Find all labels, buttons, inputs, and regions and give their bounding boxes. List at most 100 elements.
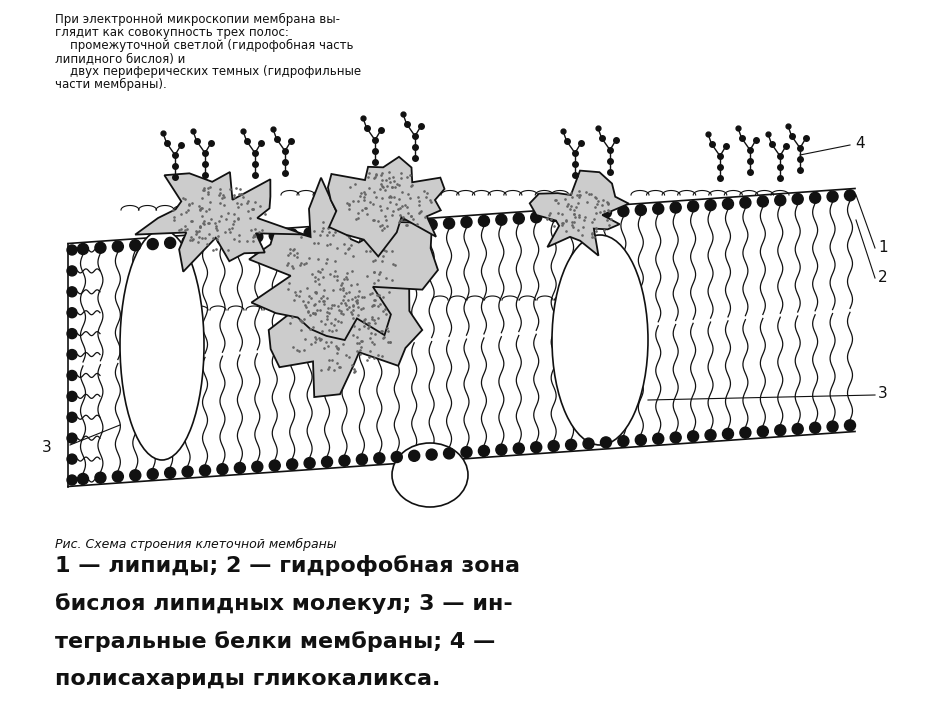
Text: 3: 3 [42, 439, 52, 455]
Text: Рис. Схема строения клеточной мембраны: Рис. Схема строения клеточной мембраны [55, 538, 337, 551]
Circle shape [566, 209, 576, 221]
Circle shape [775, 195, 786, 206]
Ellipse shape [552, 235, 648, 445]
Polygon shape [135, 172, 304, 271]
Polygon shape [269, 264, 422, 397]
Circle shape [339, 225, 350, 236]
Circle shape [339, 455, 350, 466]
Circle shape [688, 431, 698, 442]
Circle shape [444, 218, 455, 229]
Text: 1: 1 [878, 240, 887, 255]
Circle shape [67, 245, 77, 255]
Circle shape [305, 458, 315, 469]
Circle shape [601, 437, 611, 448]
Circle shape [113, 471, 123, 482]
Circle shape [321, 456, 333, 467]
Circle shape [287, 459, 298, 470]
Circle shape [844, 190, 855, 201]
Circle shape [792, 193, 803, 204]
Circle shape [391, 221, 402, 233]
Circle shape [374, 453, 384, 464]
Circle shape [252, 231, 263, 243]
Circle shape [67, 475, 77, 485]
Text: При электронной микроскопии мембрана вы-: При электронной микроскопии мембрана вы- [55, 13, 340, 26]
Circle shape [217, 233, 228, 245]
Circle shape [148, 469, 158, 479]
Circle shape [234, 462, 245, 474]
Circle shape [513, 213, 525, 224]
Circle shape [95, 243, 106, 253]
Circle shape [740, 197, 751, 208]
Circle shape [321, 226, 333, 238]
Circle shape [531, 442, 541, 453]
Circle shape [809, 422, 821, 434]
Text: липидного бислоя) и: липидного бислоя) и [55, 52, 185, 65]
Circle shape [670, 432, 681, 443]
Circle shape [356, 454, 368, 465]
Text: бислоя липидных молекул; 3 — ин-: бислоя липидных молекул; 3 — ин- [55, 593, 512, 614]
Circle shape [444, 448, 455, 459]
Circle shape [409, 450, 419, 461]
Circle shape [792, 424, 803, 434]
Circle shape [758, 426, 768, 437]
Circle shape [234, 233, 245, 243]
Circle shape [305, 228, 315, 238]
Circle shape [723, 198, 733, 209]
Circle shape [77, 474, 88, 484]
Circle shape [67, 412, 77, 422]
Circle shape [652, 203, 664, 214]
Circle shape [566, 439, 576, 450]
Circle shape [461, 216, 472, 228]
Circle shape [182, 466, 193, 477]
Circle shape [775, 424, 786, 436]
Text: 4: 4 [855, 135, 865, 150]
Circle shape [705, 429, 716, 441]
Circle shape [652, 434, 664, 444]
Text: промежуточной светлой (гидрофобная часть: промежуточной светлой (гидрофобная часть [55, 39, 353, 52]
Circle shape [688, 201, 698, 212]
Circle shape [67, 370, 77, 381]
Circle shape [164, 467, 176, 479]
Circle shape [496, 444, 507, 455]
Circle shape [287, 229, 298, 240]
Circle shape [67, 307, 77, 318]
Circle shape [67, 391, 77, 401]
Text: двух периферических темных (гидрофильные: двух периферических темных (гидрофильные [55, 65, 361, 78]
Text: части мембраны).: части мембраны). [55, 78, 166, 91]
Circle shape [496, 214, 507, 225]
Circle shape [130, 470, 141, 481]
Circle shape [148, 238, 158, 250]
Circle shape [374, 223, 384, 234]
Circle shape [113, 241, 123, 252]
Circle shape [827, 191, 838, 202]
Text: 1 — липиды; 2 — гидрофобная зона: 1 — липиды; 2 — гидрофобная зона [55, 555, 520, 576]
Circle shape [67, 454, 77, 464]
Circle shape [426, 449, 437, 460]
Circle shape [252, 461, 263, 472]
Circle shape [705, 200, 716, 211]
Polygon shape [328, 157, 445, 257]
Text: полисахариды гликокаликса.: полисахариды гликокаликса. [55, 669, 440, 689]
Circle shape [217, 464, 228, 474]
Circle shape [548, 211, 559, 221]
Circle shape [67, 287, 77, 297]
Circle shape [844, 420, 855, 431]
Circle shape [269, 230, 280, 241]
Circle shape [583, 208, 594, 219]
Circle shape [67, 350, 77, 360]
Circle shape [670, 202, 681, 213]
Circle shape [478, 446, 490, 456]
Text: тегральные белки мембраны; 4 —: тегральные белки мембраны; 4 — [55, 631, 495, 652]
Circle shape [461, 447, 472, 458]
Text: 2: 2 [878, 271, 887, 286]
Circle shape [583, 438, 594, 449]
Circle shape [827, 421, 838, 432]
Circle shape [740, 427, 751, 439]
Circle shape [391, 451, 402, 462]
Circle shape [95, 472, 106, 483]
Ellipse shape [392, 443, 468, 507]
Circle shape [269, 460, 280, 471]
Circle shape [601, 207, 611, 218]
Circle shape [478, 216, 490, 226]
Circle shape [618, 436, 629, 447]
